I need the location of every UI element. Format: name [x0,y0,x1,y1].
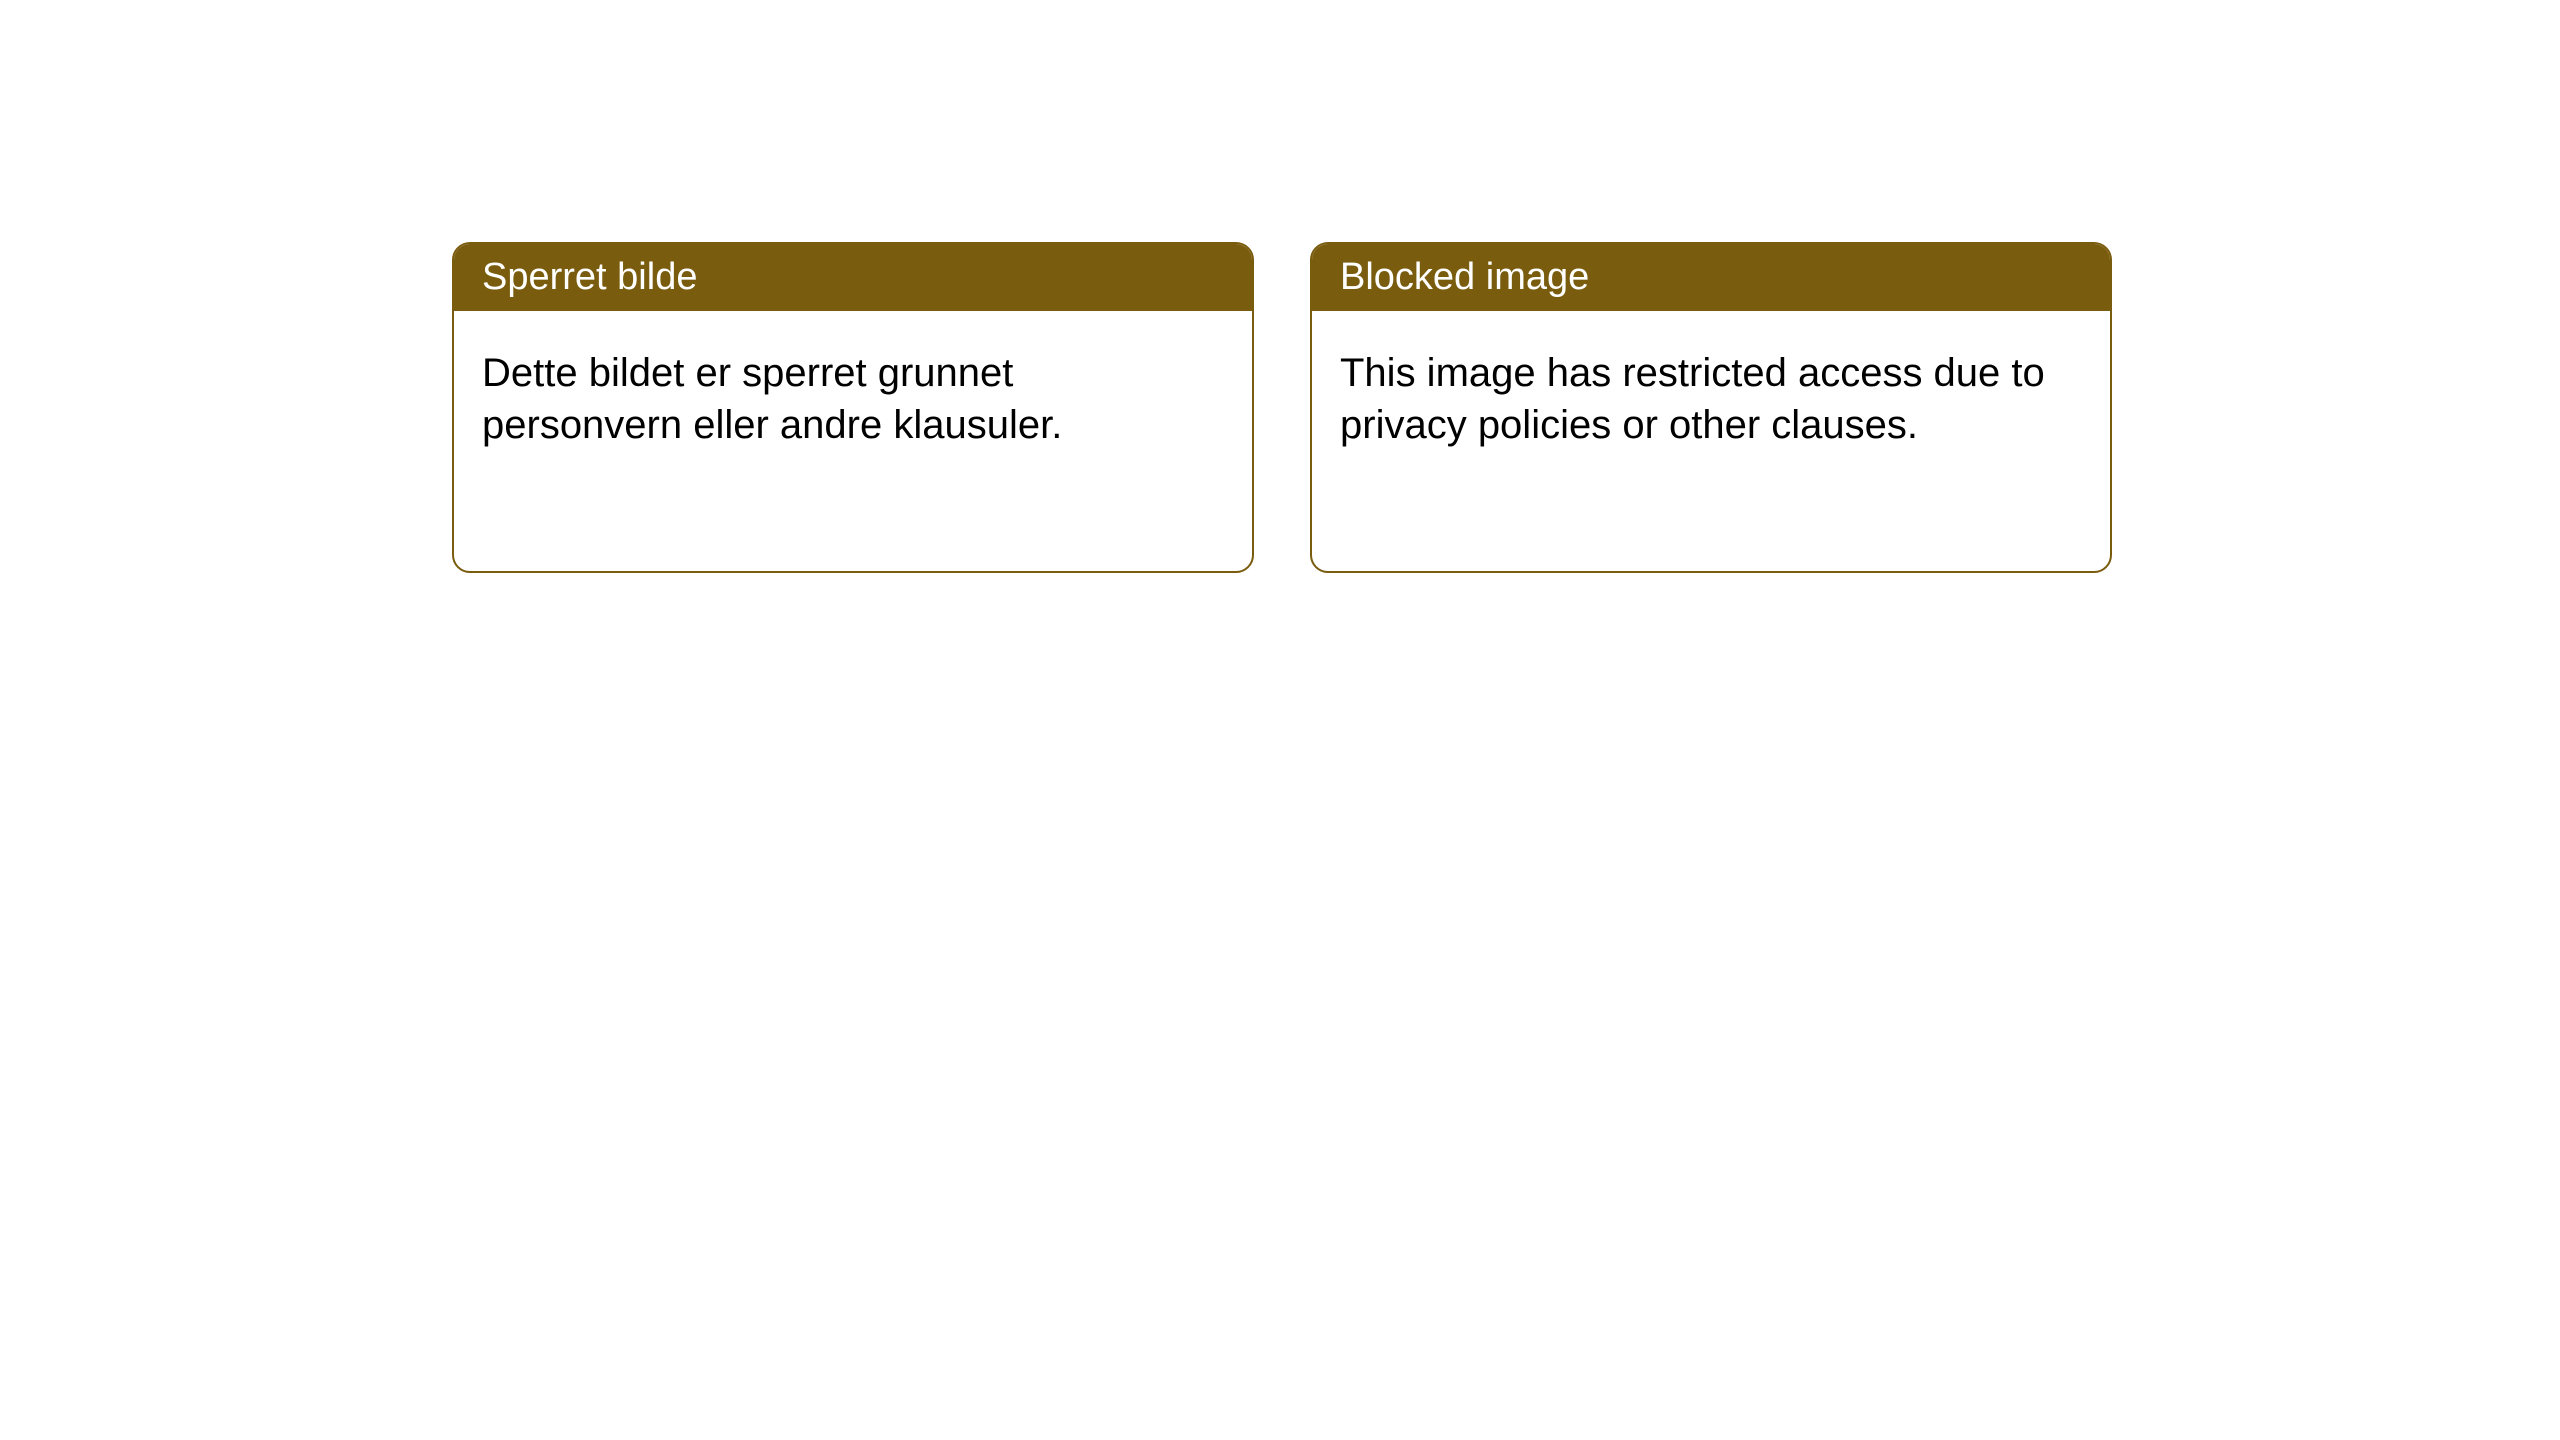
notice-container: Sperret bilde Dette bildet er sperret gr… [0,0,2560,573]
notice-title-norwegian: Sperret bilde [482,256,697,298]
notice-header-norwegian: Sperret bilde [454,244,1252,311]
notice-card-norwegian: Sperret bilde Dette bildet er sperret gr… [452,242,1254,573]
notice-title-english: Blocked image [1340,256,1589,298]
notice-text-english: This image has restricted access due to … [1340,351,2045,447]
notice-body-english: This image has restricted access due to … [1312,311,2110,571]
notice-card-english: Blocked image This image has restricted … [1310,242,2112,573]
notice-text-norwegian: Dette bildet er sperret grunnet personve… [482,351,1062,447]
notice-header-english: Blocked image [1312,244,2110,311]
notice-body-norwegian: Dette bildet er sperret grunnet personve… [454,311,1252,571]
